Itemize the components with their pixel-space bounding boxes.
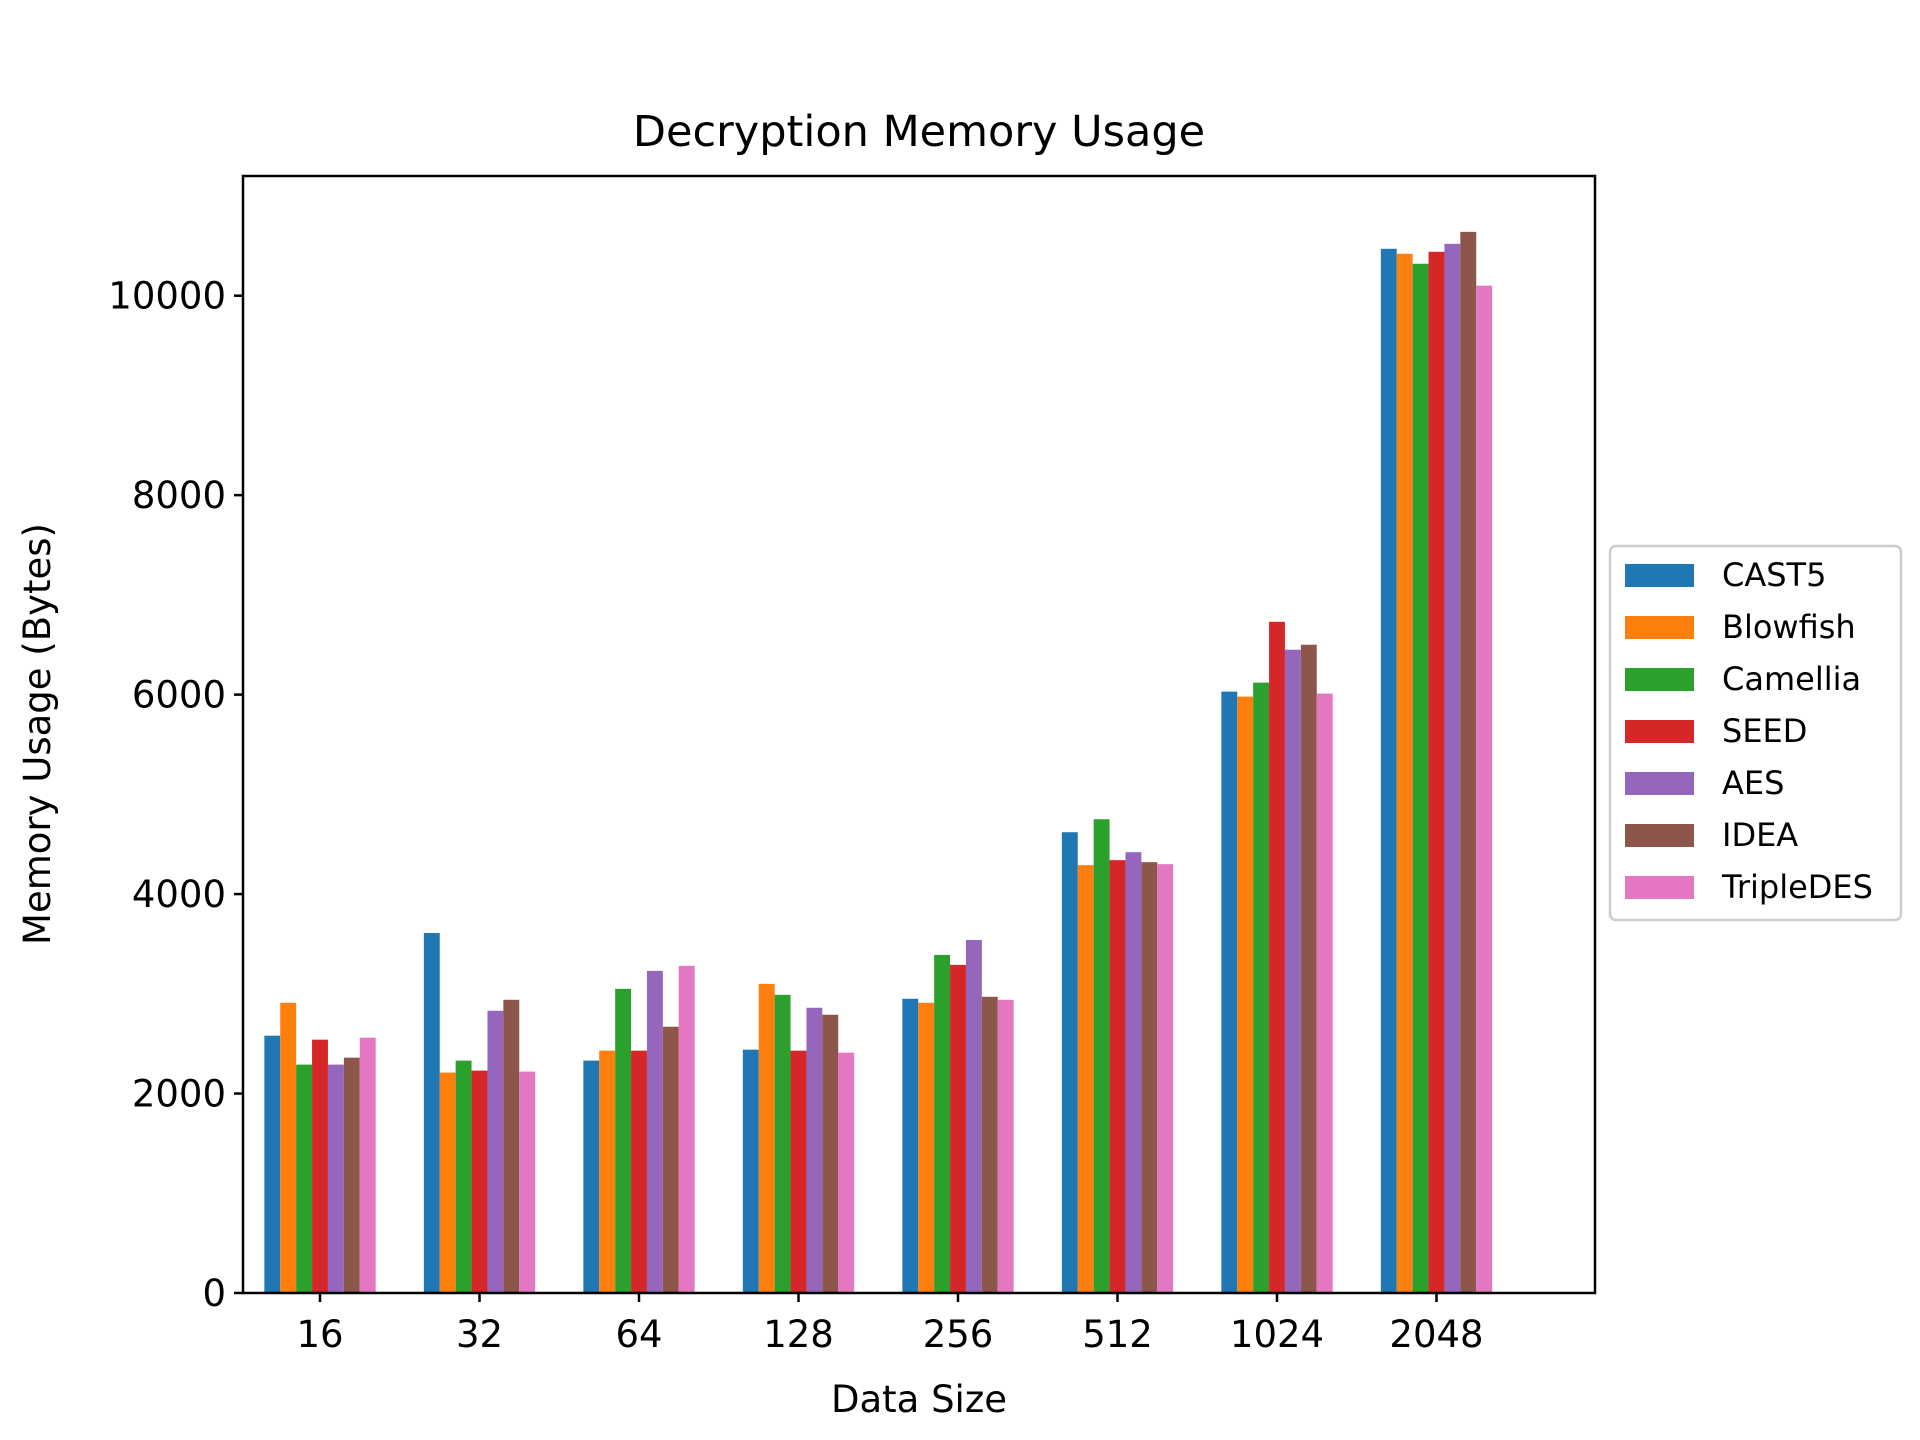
legend-label-cast5: CAST5: [1722, 556, 1826, 594]
legend-swatch-aes: [1625, 772, 1694, 795]
bar-idea-2048: [1460, 231, 1477, 1294]
bar-aes-256: [965, 939, 982, 1293]
bar-tripledes-128: [838, 1052, 855, 1293]
bar-tripledes-256: [997, 999, 1014, 1293]
bar-blowfish-32: [439, 1072, 456, 1293]
legend: CAST5 Blowfish Camellia SEED AES IDEA TripleDE…: [1608, 544, 1903, 922]
bar-camellia-512: [1093, 819, 1110, 1293]
bar-blowfish-256: [918, 1002, 935, 1293]
legend-swatch-seed: [1625, 720, 1694, 743]
bar-cast5-128: [742, 1049, 759, 1293]
bar-idea-16: [343, 1057, 360, 1293]
bar-cast5-16: [264, 1035, 281, 1293]
x-tick-label: 16: [296, 1313, 343, 1356]
bar-idea-32: [503, 999, 520, 1293]
bar-aes-64: [646, 970, 663, 1293]
bar-tripledes-2048: [1476, 285, 1493, 1294]
bar-tripledes-64: [678, 965, 695, 1293]
bar-idea-512: [1141, 862, 1158, 1293]
bar-aes-16: [327, 1064, 344, 1293]
legend-swatch-idea: [1625, 824, 1694, 847]
bar-seed-16: [312, 1039, 328, 1293]
bar-seed-64: [631, 1050, 647, 1293]
y-tick-label: 4000: [132, 873, 226, 916]
legend-swatch-tripledes: [1625, 876, 1694, 899]
bar-idea-256: [981, 996, 998, 1293]
bar-seed-1024: [1269, 621, 1285, 1293]
legend-label-tripledes: TripleDES: [1721, 868, 1873, 906]
bar-aes-512: [1125, 852, 1142, 1293]
legend-swatch-blowfish: [1625, 616, 1694, 639]
bar-camellia-128: [774, 994, 791, 1293]
bar-cast5-32: [423, 932, 440, 1293]
bar-tripledes-16: [359, 1037, 376, 1293]
x-tick-label: 1024: [1230, 1313, 1324, 1356]
bar-camellia-16: [296, 1064, 313, 1293]
x-tick-label: 128: [763, 1313, 834, 1356]
y-axis-label: Memory Usage (Bytes): [16, 523, 59, 945]
bar-camellia-1024: [1253, 682, 1270, 1293]
bar-blowfish-16: [280, 1002, 297, 1293]
legend-label-camellia: Camellia: [1722, 660, 1861, 698]
bar-cast5-2048: [1380, 248, 1397, 1293]
bar-aes-2048: [1444, 243, 1461, 1293]
bar-idea-128: [822, 1014, 839, 1293]
legend-label-seed: SEED: [1722, 712, 1807, 750]
bar-seed-128: [790, 1050, 807, 1293]
y-tick-label: 8000: [132, 474, 226, 517]
bars-group: [264, 231, 1493, 1294]
legend-swatch-cast5: [1625, 564, 1694, 587]
x-tick-label: 512: [1082, 1313, 1153, 1356]
bar-tripledes-512: [1157, 864, 1174, 1293]
y-axis: 0 2000 4000 6000 8000 10000: [108, 275, 243, 1315]
x-tick-label: 64: [615, 1313, 662, 1356]
bar-cast5-1024: [1221, 691, 1238, 1293]
legend-label-idea: IDEA: [1722, 816, 1798, 854]
y-tick-label: 2000: [132, 1073, 226, 1116]
bar-idea-64: [662, 1026, 679, 1293]
bar-tripledes-1024: [1316, 693, 1333, 1293]
bar-aes-1024: [1284, 649, 1301, 1293]
bar-cast5-512: [1061, 832, 1078, 1293]
bar-camellia-2048: [1412, 263, 1429, 1293]
legend-label-aes: AES: [1722, 764, 1784, 802]
bar-camellia-256: [934, 954, 951, 1293]
bar-aes-128: [806, 1007, 823, 1293]
bar-blowfish-2048: [1396, 253, 1413, 1293]
bar-cast5-64: [583, 1060, 600, 1293]
bar-aes-32: [487, 1010, 504, 1293]
y-tick-label: 0: [202, 1272, 226, 1315]
plot-frame: [241, 174, 1597, 1295]
x-axis-label: Data Size: [831, 1378, 1007, 1421]
y-tick-label: 10000: [108, 275, 226, 318]
x-axis: 16 32 64 128 256 512 1024 2048: [296, 1293, 1484, 1356]
bar-camellia-64: [615, 988, 632, 1293]
bar-blowfish-1024: [1237, 696, 1254, 1293]
bar-blowfish-512: [1077, 865, 1094, 1293]
bar-seed-512: [1109, 860, 1126, 1293]
bar-tripledes-32: [519, 1071, 536, 1293]
legend-label-blowfish: Blowfish: [1722, 608, 1856, 646]
bar-idea-1024: [1300, 644, 1317, 1293]
chart-title: Decryption Memory Usage: [633, 107, 1205, 157]
bar-seed-32: [471, 1070, 488, 1293]
y-tick-label: 6000: [132, 674, 226, 717]
bar-camellia-32: [455, 1060, 472, 1293]
legend-swatch-camellia: [1625, 668, 1694, 691]
bar-cast5-256: [902, 998, 919, 1293]
bar-seed-2048: [1428, 251, 1445, 1293]
x-tick-label: 32: [456, 1313, 503, 1356]
x-tick-label: 2048: [1389, 1313, 1483, 1356]
x-tick-label: 256: [923, 1313, 994, 1356]
bar-seed-256: [950, 964, 966, 1293]
bar-blowfish-128: [758, 983, 775, 1293]
bar-blowfish-64: [599, 1050, 616, 1293]
